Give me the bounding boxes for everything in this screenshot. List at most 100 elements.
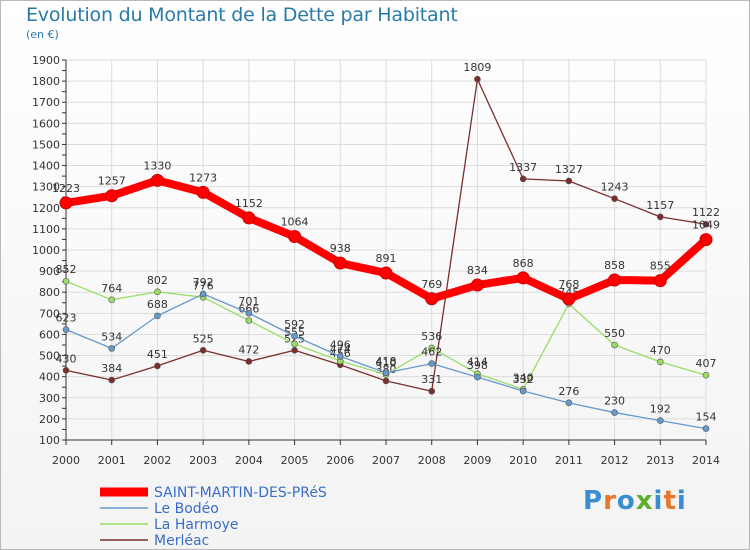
series-line-segment [385,380,433,392]
series-line-segment [65,369,113,381]
data-point [428,360,436,367]
data-label: 802 [147,274,168,287]
series-line-segment [568,303,616,346]
data-point [562,292,576,306]
y-tick-label: 800 [39,286,60,299]
data-label: 852 [56,263,77,276]
data-point [154,312,161,320]
x-tick-label: 2014 [692,454,720,467]
data-point [699,233,713,247]
y-tick-label: 1500 [32,138,60,151]
logo-letter: r [603,486,617,516]
data-label: 192 [650,403,671,416]
data-label: 769 [421,278,442,291]
series-line-segment [476,78,524,180]
data-point [108,376,116,384]
data-label: 1330 [143,159,171,172]
y-tick-label: 1300 [32,181,60,194]
data-point [291,340,298,348]
data-point [425,292,439,306]
data-point [108,345,116,352]
series-line-segment [202,293,250,314]
series-line-segment [613,344,661,363]
series-line-segment [339,360,387,376]
data-point [199,346,207,354]
series-line-segment [659,361,707,376]
data-label: 462 [421,346,442,359]
data-label: 418 [376,355,397,368]
data-label: 331 [421,373,442,386]
series-line-segment [385,362,433,374]
data-point [108,296,116,304]
data-label: 764 [101,282,122,295]
data-label: 276 [558,385,579,398]
series-line-segment [659,419,707,430]
data-point [62,326,70,333]
chart-unit: (en €) [26,28,59,41]
series-line-segment [476,376,524,392]
data-label: 1157 [646,199,674,212]
data-point [245,358,253,365]
logo-letter: P [583,486,604,516]
data-point [611,409,618,416]
series-line-segment [244,213,299,241]
data-point [288,229,302,243]
y-tick-label: 300 [39,392,60,405]
data-point [702,425,710,432]
legend-label: Le Bodéo [154,501,219,517]
x-tick-label: 2009 [463,454,491,467]
data-point [336,353,344,360]
y-tick-label: 1900 [32,54,60,67]
x-tick-label: 2011 [555,454,583,467]
series-line-segment [336,259,390,278]
data-point [656,213,664,221]
data-label: 776 [193,279,214,292]
data-point [611,195,618,202]
series-line-segment [564,275,619,303]
data-point [702,371,710,379]
y-tick-label: 500 [39,350,60,363]
data-label: 792 [193,276,214,289]
series-line-segment [339,364,387,382]
series-line-segment [248,312,296,337]
data-point [611,341,618,349]
data-point [702,220,710,228]
data-label: 555 [284,326,305,339]
data-label: 536 [421,330,442,343]
data-point [519,387,527,395]
series-line-segment [199,188,253,222]
series-line-segment [62,191,116,207]
data-point [519,175,527,183]
logo-letter: t [663,486,677,516]
series-line-segment [659,216,707,225]
x-tick-label: 2008 [418,454,446,467]
series-line-segment [111,365,159,381]
y-tick-label: 200 [39,413,60,426]
data-point [565,177,573,185]
data-label: 414 [467,356,488,369]
data-point [62,367,70,374]
series-line-segment [476,373,524,390]
logo-letter: i [676,486,687,516]
chart-title: Evolution du Montant de la Dette par Hab… [26,4,458,26]
data-label: 1809 [463,61,491,74]
x-tick-label: 2007 [372,454,400,467]
data-label: 1122 [692,206,720,219]
series-line-segment [431,347,479,375]
series-line-segment [248,319,296,345]
series-line-segment [293,343,341,362]
data-label: 858 [604,259,625,272]
series-line-segment [339,355,387,374]
y-tick-label: 1000 [32,244,60,257]
series-line-segment [522,303,570,390]
series-line-segment [610,275,665,285]
series-line-segment [431,78,479,392]
series-line-segment [293,349,341,366]
x-tick-label: 2004 [235,454,263,467]
data-label: 1257 [98,175,126,188]
x-tick-label: 2005 [281,454,309,467]
series-line-segment [293,335,341,358]
data-point [656,417,664,424]
